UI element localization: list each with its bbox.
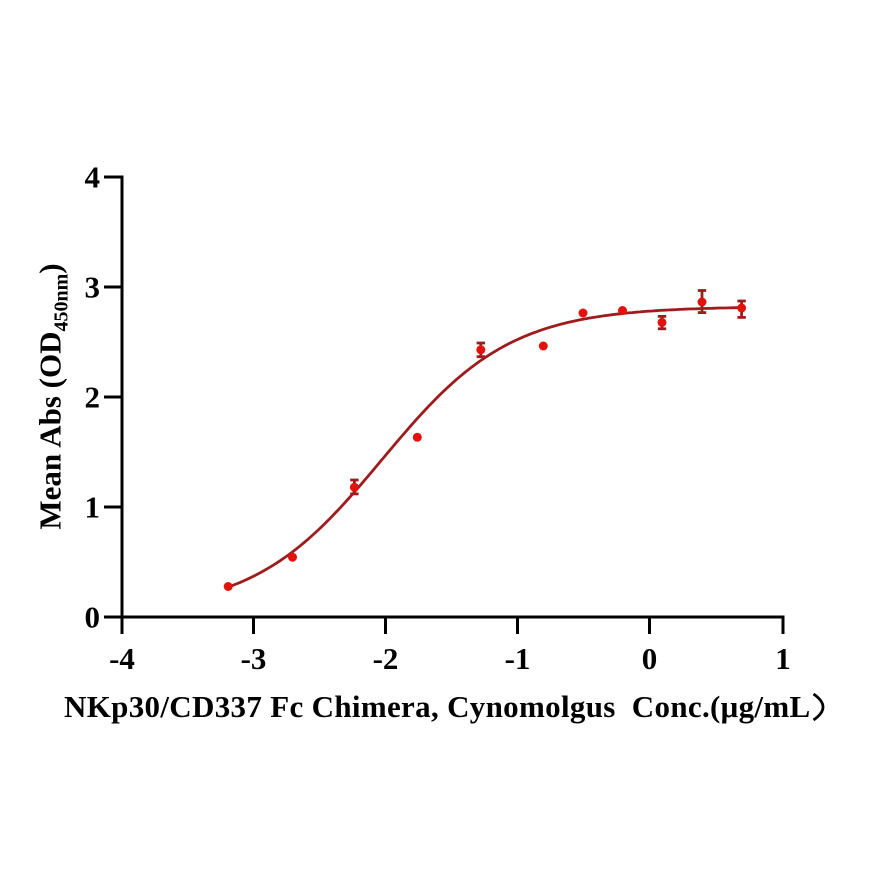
svg-text:3: 3: [85, 270, 101, 305]
svg-text:1: 1: [775, 641, 791, 676]
svg-text:0: 0: [85, 600, 101, 635]
svg-text:1: 1: [85, 490, 101, 525]
svg-text:4: 4: [85, 160, 101, 195]
svg-text:0: 0: [642, 641, 658, 676]
svg-text:2: 2: [85, 380, 101, 415]
svg-text:-3: -3: [241, 641, 267, 676]
svg-text:-2: -2: [373, 641, 399, 676]
svg-text:NKp30/CD337 Fc Chimera, Cynomo: NKp30/CD337 Fc Chimera, Cynomolgus Conc.…: [64, 689, 810, 724]
svg-text:-1: -1: [505, 641, 531, 676]
svg-text:-4: -4: [109, 641, 135, 676]
